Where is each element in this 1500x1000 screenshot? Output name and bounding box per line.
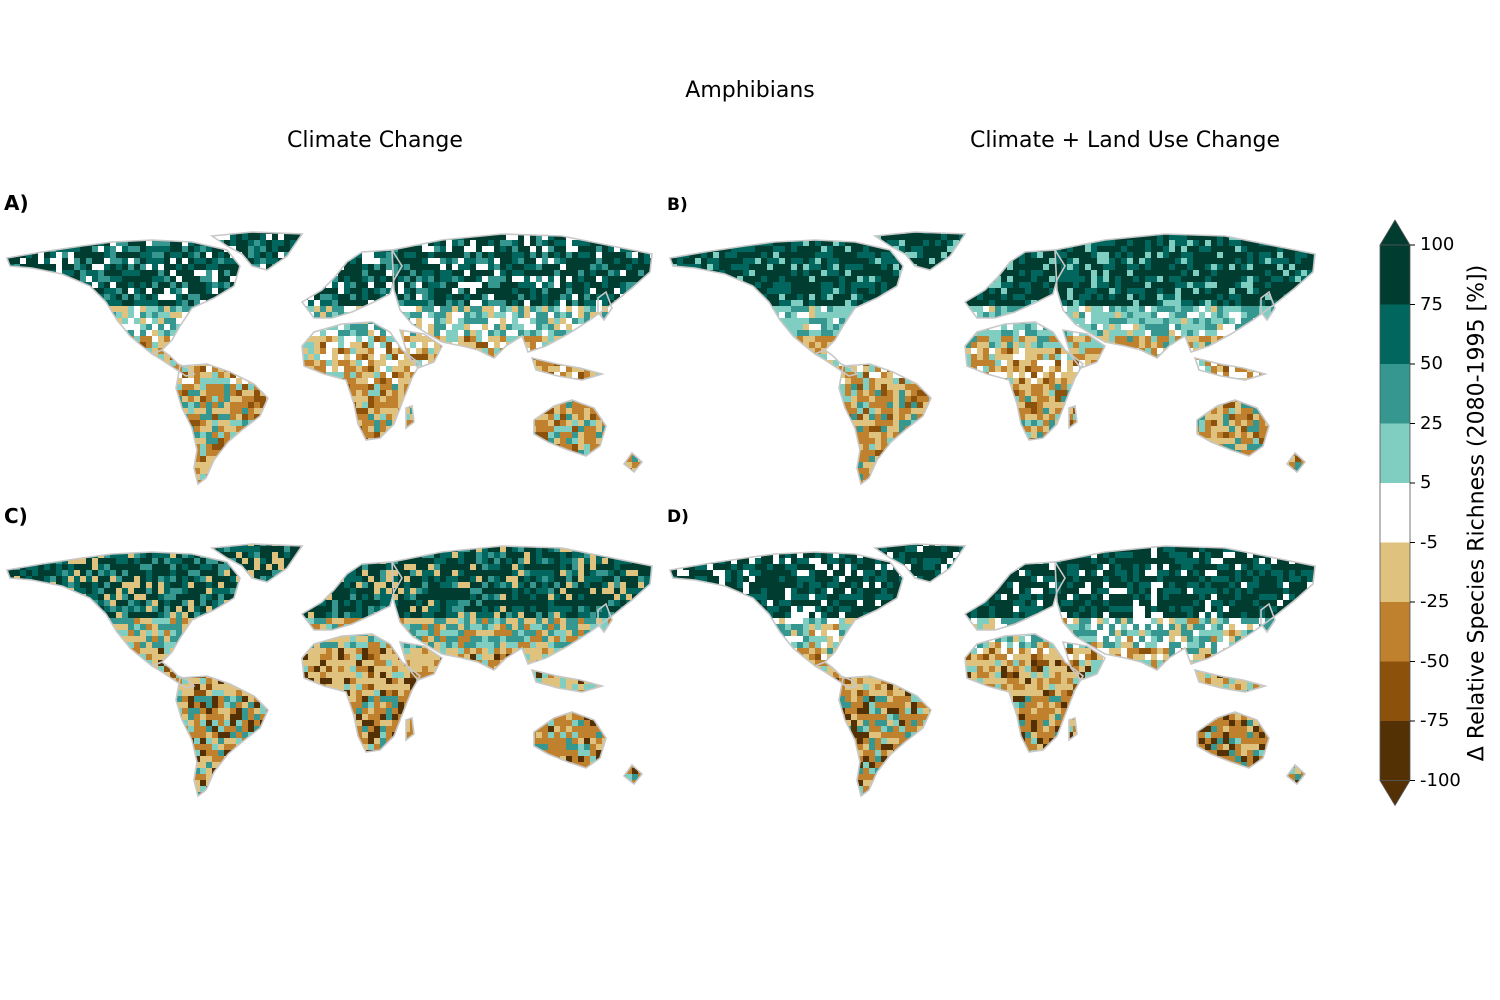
coastline-southAmerica [175,675,269,798]
colorbar-segment [1380,304,1410,364]
coastline-africa [964,321,1085,441]
coastline-japan [597,290,613,322]
column-title-climate: Climate Change [287,128,463,153]
colorbar-tick-label: -50 [1420,650,1450,672]
coastline-asia [391,233,653,359]
coastline-arabia [1061,640,1107,681]
panel-label-b: B) [667,195,688,215]
colorbar-segment [1380,602,1410,662]
colorbar-tick-label: 100 [1420,234,1455,255]
coastline-africa [301,633,422,753]
coastline-southAmerica [838,675,932,798]
world-map-panel-b [668,231,1316,486]
coastline-europe [963,249,1066,319]
world-map-panel-d [668,543,1316,798]
coastline-indonesia [1193,668,1268,693]
coastline-japan [1260,602,1276,634]
coastline-europe [300,249,403,319]
coastline-japan [1260,290,1276,322]
coastline-indonesia [530,668,605,693]
panel-label-c: C) [4,504,28,528]
world-map-panel-c [5,543,653,798]
colorbar-extend-max [1379,219,1411,246]
coastline-europe [963,561,1066,631]
coastline-greenland [209,543,304,583]
colorbar-segment [1380,364,1410,424]
colorbar-tick-label: 25 [1420,412,1443,434]
colorbar-tick-label: 5 [1420,472,1432,493]
colorbar-tick-label: -100 [1420,769,1461,791]
colorbar-extend-min [1379,780,1411,807]
colorbar-tick-label: -75 [1420,710,1450,731]
coastline-southAmerica [175,363,269,486]
colorbar-label: Δ Relative Species Richness (2080-1995 [… [1464,264,1490,762]
panel-label-a: A) [4,191,29,215]
colorbar-tick-label: 75 [1420,293,1443,315]
richness-cells [670,544,1315,796]
column-title-climate-land-use: Climate + Land Use Change [969,128,1281,153]
coastline-arabia [398,328,444,369]
coastline-africa [301,321,422,441]
coastline-australia [1196,711,1270,769]
coastline-asia [391,545,653,671]
colorbar-segment [1380,423,1410,483]
coastline-madagascar [1068,404,1078,430]
coastline-australia [533,711,607,769]
colorbar-segment [1380,483,1410,543]
coastline-newZealand [622,763,644,786]
coastline-newZealand [1285,763,1307,786]
coastline-asia [1054,545,1316,671]
coastline-africa [964,633,1085,753]
coastline-centralAmerica [150,349,196,377]
coastline-madagascar [1068,716,1078,742]
coastline-australia [1196,399,1270,457]
colorbar-segment [1380,245,1410,305]
coastline-madagascar [405,716,415,742]
colorbar-tick-label: -5 [1420,531,1438,553]
coastline-australia [533,399,607,457]
richness-cells [7,232,652,484]
coastline-southAmerica [838,363,932,486]
coastline-indonesia [530,356,605,381]
colorbar-tick-label: -25 [1420,591,1450,612]
coastline-centralAmerica [813,349,859,377]
coastline-madagascar [405,404,415,430]
coastline-greenland [872,231,967,271]
colorbar-segment [1380,542,1410,602]
figure-title: Amphibians [685,78,815,103]
coastline-northAmerica [668,551,904,667]
coastline-arabia [398,640,444,681]
colorbar-tick-label: 50 [1420,353,1443,374]
richness-cells [7,544,652,796]
colorbar [1379,219,1415,807]
coastline-centralAmerica [813,661,859,689]
coastline-newZealand [1285,451,1307,474]
coastline-asia [1054,233,1316,359]
coastline-centralAmerica [150,661,196,689]
coastline-greenland [872,543,967,583]
richness-cells [670,232,1315,484]
world-map-panel-a [5,231,653,486]
panel-label-d: D) [667,507,689,527]
coastline-japan [597,602,613,634]
coastline-northAmerica [5,239,241,355]
colorbar-segment [1380,721,1410,781]
coastline-newZealand [622,451,644,474]
coastline-europe [300,561,403,631]
coastline-northAmerica [668,239,904,355]
coastline-greenland [209,231,304,271]
coastline-arabia [1061,328,1107,369]
colorbar-segment [1380,661,1410,721]
coastline-northAmerica [5,551,241,667]
coastline-indonesia [1193,356,1268,381]
